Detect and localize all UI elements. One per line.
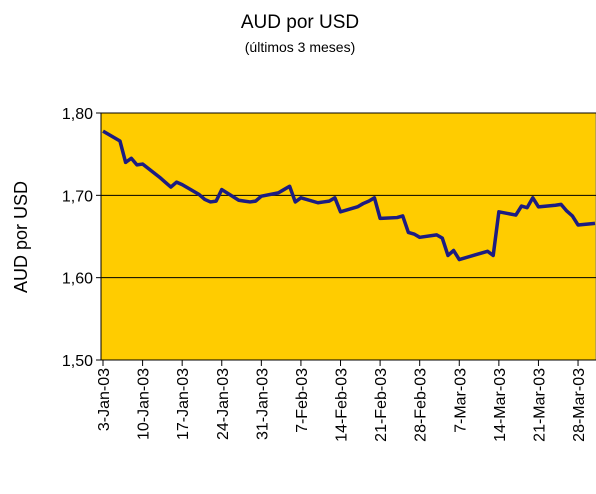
x-tick-label: 21-Mar-03 [531,368,548,442]
x-tick-label: 31-Jan-03 [254,368,271,440]
line [102,129,596,262]
chart-subtitle: (últimos 3 meses) [245,39,355,55]
x-tick-label: 3-Jan-03 [96,368,113,431]
x-tick-label: 7-Feb-03 [294,368,311,433]
x-tick-label: 28-Mar-03 [571,368,588,442]
y-tick-label: 1,80 [62,106,93,123]
x-tick-label: 17-Jan-03 [175,368,192,440]
x-tick-label: 7-Mar-03 [452,368,469,433]
y-tick-label: 1,70 [62,188,93,205]
y-tick-label: 1,50 [62,353,93,370]
x-tick-label: 14-Mar-03 [492,368,509,442]
plot-area [100,112,596,361]
y-axis-label: AUD por USD [11,181,31,293]
x-tick-label: 10-Jan-03 [136,368,153,440]
chart-title: AUD por USD [241,12,359,33]
x-tick-label: 24-Jan-03 [215,368,232,440]
x-tick-label: 21-Feb-03 [373,368,390,442]
x-tick-label: 14-Feb-03 [334,368,351,442]
y-tick-label: 1,60 [62,271,93,288]
x-tick-label: 28-Feb-03 [413,368,430,442]
